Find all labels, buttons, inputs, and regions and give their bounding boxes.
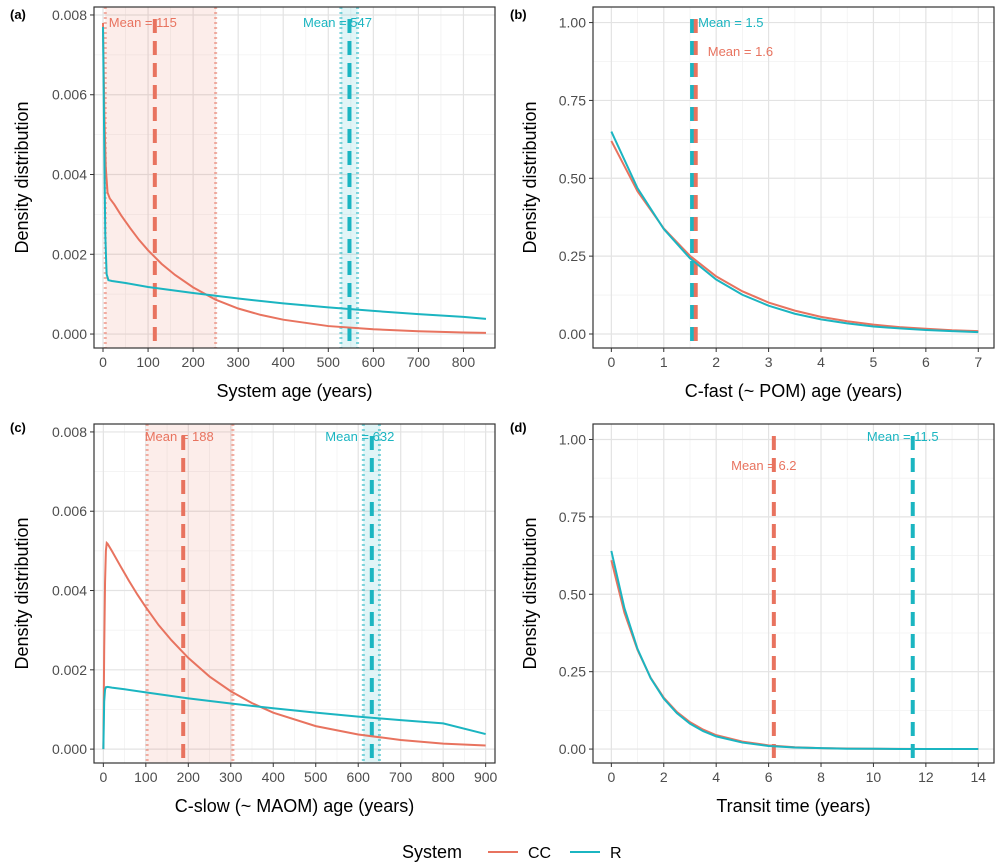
x-axis-title: Transit time (years) (716, 796, 870, 816)
x-tick-label: 5 (870, 354, 878, 370)
x-tick-label: 400 (262, 769, 286, 785)
panel-border (592, 423, 995, 764)
panel-border (93, 6, 496, 349)
y-tick-label: 0.00 (559, 326, 586, 342)
series-line-cc (102, 22, 487, 334)
series-line-r (102, 685, 486, 750)
panel-border (93, 423, 496, 764)
y-tick-label: 0.004 (52, 583, 87, 599)
x-tick-label: 100 (136, 354, 160, 370)
y-axis-title: Density distribution (520, 517, 540, 669)
panel-border (592, 6, 995, 349)
y-axis-title: Density distribution (520, 101, 540, 253)
legend: System CC R (402, 842, 622, 862)
panel-b: Mean = 1.5 Mean = 1.6 0 1 2 3 4 5 6 7 0.00 0.25 0.50… (510, 6, 995, 401)
y-tick-label: 1.00 (559, 15, 586, 31)
x-tick-label: 300 (227, 354, 251, 370)
y-tick-label: 0.25 (559, 248, 586, 264)
x-tick-label: 3 (765, 354, 773, 370)
legend-label-r: R (610, 845, 622, 862)
x-axis-title: System age (years) (216, 381, 372, 401)
y-tick-label: 0.50 (559, 586, 586, 602)
y-axis-title: Density distribution (12, 517, 32, 669)
x-tick-label: 0 (99, 769, 107, 785)
x-tick-label: 2 (660, 769, 668, 785)
x-tick-label: 4 (712, 769, 720, 785)
series-line-r (610, 131, 979, 334)
x-axis-title: C-fast (~ POM) age (years) (685, 381, 903, 401)
x-tick-label: 2 (712, 354, 720, 370)
y-tick-label: 1.00 (559, 431, 586, 447)
x-tick-label: 700 (407, 354, 431, 370)
series-line-r (610, 550, 979, 751)
y-tick-label: 0.75 (559, 509, 586, 525)
x-tick-label: 500 (304, 769, 328, 785)
y-tick-label: 0.004 (52, 167, 87, 183)
x-tick-label: 200 (177, 769, 201, 785)
mean-label-r: Mean = 1.5 (698, 15, 763, 30)
y-tick-label: 0.006 (52, 87, 87, 103)
x-tick-label: 900 (474, 769, 498, 785)
y-tick-label: 0.002 (52, 246, 87, 262)
y-tick-label: 0.50 (559, 170, 586, 186)
mean-label-cc: Mean = 188 (145, 429, 214, 444)
series-line-cc (102, 540, 486, 750)
x-tick-label: 12 (918, 769, 934, 785)
y-tick-label: 0.000 (52, 326, 87, 342)
series-line-r (102, 26, 487, 320)
y-tick-label: 0.006 (52, 503, 87, 519)
x-tick-label: 6 (922, 354, 930, 370)
x-tick-label: 10 (866, 769, 882, 785)
y-tick-label: 0.25 (559, 664, 586, 680)
mean-label-cc: Mean = 115 (109, 15, 177, 30)
panel-c: Mean = 188 Mean = 632 0 100 200 300 400 500 600 7… (10, 420, 498, 816)
panel-tag: (c) (10, 420, 26, 435)
x-tick-label: 600 (347, 769, 371, 785)
x-tick-label: 800 (452, 354, 476, 370)
panel-tag: (a) (10, 7, 26, 22)
y-tick-label: 0.75 (559, 92, 586, 108)
x-tick-label: 200 (181, 354, 205, 370)
mean-label-cc: Mean = 6.2 (731, 458, 796, 473)
y-axis-title: Density distribution (12, 101, 32, 253)
panel-d: Mean = 6.2 Mean = 11.5 0 2 4 6 8 10 12 14 0.00 0.25… (510, 420, 995, 816)
panel-tag: (b) (510, 7, 527, 22)
x-tick-label: 4 (817, 354, 825, 370)
legend-title: System (402, 842, 462, 862)
x-tick-label: 1 (660, 354, 668, 370)
x-tick-label: 8 (817, 769, 825, 785)
y-tick-label: 0.008 (52, 7, 87, 23)
mean-label-cc: Mean = 1.6 (708, 44, 773, 59)
x-tick-label: 6 (765, 769, 773, 785)
x-tick-label: 7 (974, 354, 982, 370)
x-axis-title: C-slow (~ MAOM) age (years) (175, 796, 415, 816)
y-tick-label: 0.000 (52, 741, 87, 757)
mean-label-r: Mean = 547 (303, 15, 372, 30)
y-tick-label: 0.002 (52, 662, 87, 678)
x-tick-label: 300 (219, 769, 243, 785)
panel-tag: (d) (510, 420, 527, 435)
x-tick-label: 0 (607, 354, 615, 370)
x-tick-label: 14 (970, 769, 986, 785)
legend-label-cc: CC (528, 845, 551, 862)
x-tick-label: 400 (272, 354, 296, 370)
ci-band-cc (105, 7, 216, 348)
x-tick-label: 800 (431, 769, 455, 785)
x-tick-label: 100 (134, 769, 158, 785)
ci-band-cc (147, 424, 233, 763)
mean-label-r: Mean = 11.5 (867, 429, 939, 444)
x-tick-label: 600 (362, 354, 386, 370)
x-tick-label: 700 (389, 769, 413, 785)
x-tick-label: 500 (317, 354, 341, 370)
y-tick-label: 0.008 (52, 424, 87, 440)
y-tick-label: 0.00 (559, 741, 586, 757)
mean-label-r: Mean = 632 (325, 429, 394, 444)
x-tick-label: 0 (607, 769, 615, 785)
x-tick-label: 0 (99, 354, 107, 370)
panel-a: Mean = 115 Mean = 547 0 100 200 300 400 500 600 7… (10, 6, 496, 401)
